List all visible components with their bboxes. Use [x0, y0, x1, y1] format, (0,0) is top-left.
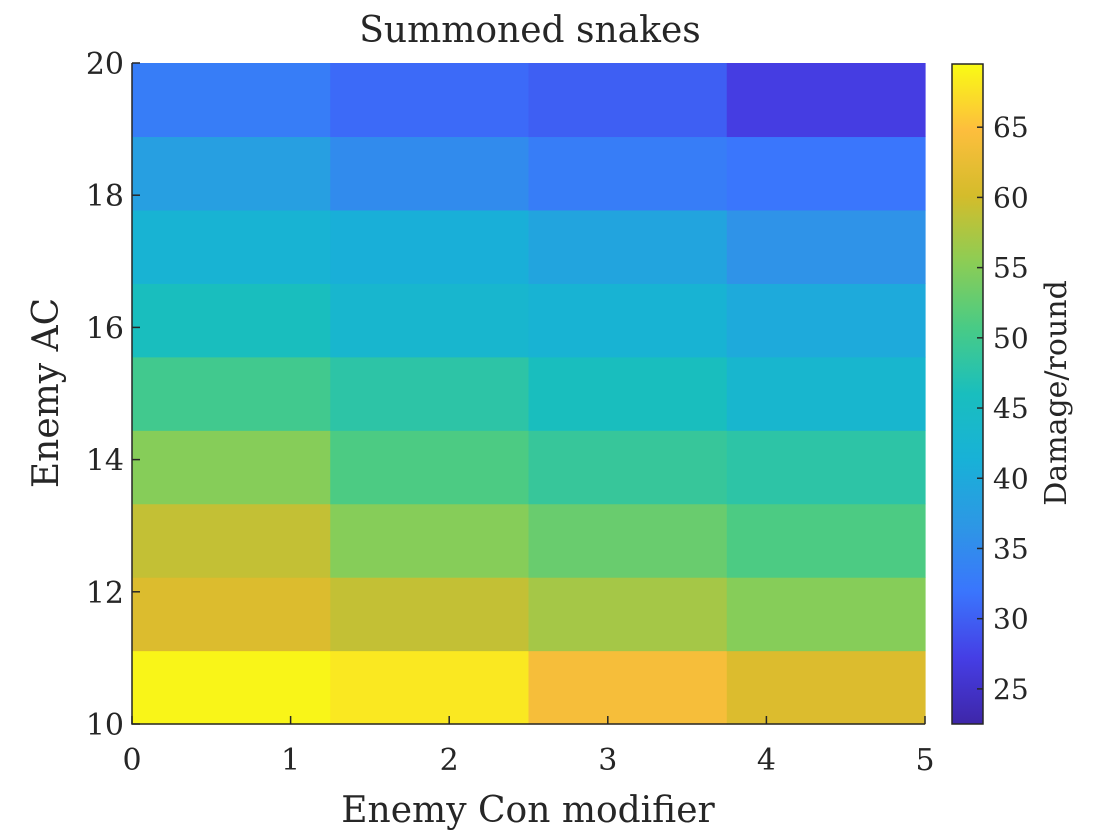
heatmap-cell	[132, 136, 331, 211]
heatmap-cell	[330, 63, 530, 138]
heatmap-cell	[132, 650, 331, 725]
heatmap-cell	[132, 356, 331, 431]
y-axis-label: Enemy AC	[26, 298, 67, 488]
y-tick-label: 18	[86, 179, 124, 214]
heatmap-cell	[132, 503, 331, 578]
colorbar-tick-label: 50	[993, 322, 1029, 355]
colorbar-tick-label: 55	[993, 252, 1029, 285]
heatmap-cell	[726, 356, 926, 431]
y-tick-label: 20	[86, 47, 124, 82]
colorbar: 25 30 35 40 45 50 55 60 65	[951, 63, 1029, 725]
heatmap-cell	[726, 209, 926, 284]
heatmap-cell	[330, 356, 530, 431]
colorbar-gradient	[951, 63, 984, 725]
colorbar-tick-label: 35	[993, 532, 1029, 565]
heatmap-cell	[726, 430, 926, 505]
heatmap-cell	[132, 283, 331, 358]
colorbar-tick-label: 45	[993, 392, 1029, 425]
heatmap-cell	[330, 283, 530, 358]
y-tick-label: 14	[86, 444, 124, 479]
heatmap-cell	[132, 430, 331, 505]
colorbar-tick-label: 60	[993, 181, 1029, 214]
heatmap-cell	[330, 503, 530, 578]
colorbar-label: Damage/round	[1039, 280, 1074, 506]
x-axis-label: Enemy Con modifier	[341, 790, 715, 831]
heatmap-cell	[726, 136, 926, 211]
x-tick-label: 4	[757, 743, 776, 778]
heatmap-cell	[330, 209, 530, 284]
heatmap-cell	[132, 209, 331, 284]
colorbar-tick-label: 25	[993, 673, 1029, 706]
heatmap-cell	[528, 430, 728, 505]
y-tick-label: 12	[86, 576, 124, 611]
y-tick-label: 10	[86, 708, 124, 743]
heatmap-cell	[726, 650, 926, 725]
colorbar-tick-label: 40	[993, 462, 1029, 495]
x-tick-label: 2	[440, 743, 459, 778]
heatmap-cell	[528, 503, 728, 578]
heatmap-cell	[528, 577, 728, 652]
heatmap-cell	[528, 136, 728, 211]
x-tick-label: 1	[281, 743, 300, 778]
heatmap-cell	[132, 577, 331, 652]
heatmap-cells	[131, 63, 926, 725]
y-tick-label: 16	[86, 311, 124, 346]
heatmap-cell	[132, 63, 331, 138]
heatmap-cell	[528, 209, 728, 284]
heatmap-cell	[726, 63, 926, 138]
x-tick-label: 3	[598, 743, 617, 778]
x-tick-label: 5	[915, 743, 934, 778]
heatmap-cell	[330, 650, 530, 725]
heatmap-cell	[726, 283, 926, 358]
heatmap-cell	[330, 577, 530, 652]
colorbar-tick-label: 65	[993, 111, 1029, 144]
heatmap-cell	[528, 283, 728, 358]
heatmap-cell	[726, 577, 926, 652]
heatmap-cell	[330, 430, 530, 505]
chart-title: Summoned snakes	[359, 10, 701, 51]
heatmap-cell	[528, 356, 728, 431]
heatmap-cell	[726, 503, 926, 578]
y-axis: 10 12 14 16 18 20	[86, 47, 140, 743]
colorbar-tick-label: 30	[993, 603, 1029, 636]
x-tick-label: 0	[122, 743, 141, 778]
x-axis: 0 1 2 3 4 5	[122, 716, 935, 778]
heatmap-cell	[528, 650, 728, 725]
heatmap-cell	[330, 136, 530, 211]
heatmap-cell	[528, 63, 728, 138]
